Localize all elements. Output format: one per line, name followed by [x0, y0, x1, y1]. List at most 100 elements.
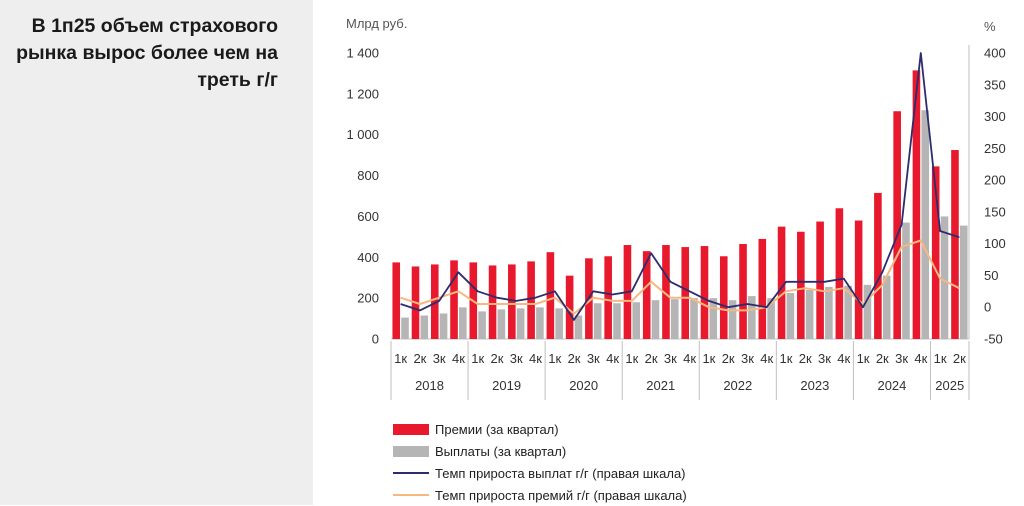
payout-bar — [940, 216, 949, 339]
right-y-tick-label: 0 — [984, 300, 991, 315]
premium-bar — [816, 221, 824, 339]
legend-line-swatch — [393, 494, 429, 496]
premium-bar — [874, 192, 882, 339]
payout-bar — [497, 309, 506, 339]
premium-bar — [758, 238, 767, 339]
premium-bar — [527, 261, 535, 339]
premium-bar — [642, 251, 651, 339]
quarter-label: 3к — [895, 351, 908, 366]
payout-bar — [825, 286, 833, 339]
legend-item: Выплаты (за квартал) — [393, 440, 1013, 462]
quarter-label: 4к — [529, 351, 542, 366]
premium-bar — [835, 208, 844, 339]
left-y-tick-label: 1 400 — [346, 46, 379, 61]
left-y-tick-label: 400 — [357, 250, 379, 265]
payout-bar — [516, 308, 525, 339]
quarter-label: 3к — [587, 351, 600, 366]
payout-bar — [401, 317, 409, 339]
right-axis-unit: % — [984, 19, 996, 34]
year-label: 2018 — [415, 378, 444, 393]
left-y-tick-label: 800 — [357, 168, 379, 183]
premium-bar — [912, 70, 921, 339]
legend-item: Темп прироста выплат г/г (правая шкала) — [393, 462, 1013, 484]
quarter-label: 2к — [876, 351, 889, 366]
legend-label: Темп прироста премий г/г (правая шкала) — [435, 487, 687, 503]
year-label: 2020 — [569, 378, 598, 393]
quarter-label: 4к — [760, 351, 773, 366]
right-y-tick-label: 50 — [984, 268, 998, 283]
headline-panel: В 1п25 объем страхового рынка вырос боле… — [0, 0, 313, 505]
legend-label: Темп прироста выплат г/г (правая шкала) — [435, 465, 686, 481]
payout-bar — [459, 307, 467, 339]
quarter-label: 3к — [818, 351, 831, 366]
premium-bar — [565, 275, 574, 339]
quarter-label: 3к — [510, 351, 523, 366]
payout-growth-line — [400, 52, 960, 321]
quarter-label: 4к — [837, 351, 850, 366]
payout-bar — [613, 303, 621, 339]
premium-bar — [681, 247, 690, 339]
quarter-label: 2к — [491, 351, 504, 366]
premium-bar — [450, 260, 458, 339]
payout-bar — [651, 300, 660, 339]
quarter-label: 4к — [683, 351, 696, 366]
quarter-label: 1к — [394, 351, 407, 366]
quarter-label: 1к — [934, 351, 947, 366]
left-y-tick-label: 1 000 — [346, 127, 379, 142]
headline: В 1п25 объем страхового рынка вырос боле… — [16, 15, 278, 91]
payout-bar — [593, 303, 602, 339]
right-y-tick-label: 400 — [984, 46, 1006, 61]
legend-label: Выплаты (за квартал) — [435, 443, 567, 459]
payout-bar — [959, 225, 968, 339]
quarter-label: 4к — [606, 351, 619, 366]
premium-bar — [931, 166, 940, 339]
right-y-tick-label: 350 — [984, 77, 1006, 92]
payout-bar — [728, 300, 737, 339]
quarter-label: 2к — [568, 351, 581, 366]
payout-bar — [902, 222, 910, 339]
premium-bar — [508, 264, 516, 339]
payout-bar — [786, 293, 795, 339]
left-y-tick-label: 600 — [357, 209, 379, 224]
left-y-tick-label: 0 — [372, 332, 379, 347]
premium-bar — [604, 256, 612, 339]
quarter-label: 1к — [780, 351, 793, 366]
legend-label: Премии (за квартал) — [435, 421, 559, 437]
quarter-label: 2к — [645, 351, 658, 366]
legend-item: Темп прироста премий г/г (правая шкала) — [393, 484, 1013, 506]
payout-bar — [805, 289, 814, 339]
premium-bar — [719, 256, 728, 339]
quarter-label: 2к — [413, 351, 426, 366]
payout-bar — [844, 285, 852, 339]
payout-bar — [748, 296, 756, 339]
left-axis-unit: Млрд руб. — [346, 16, 407, 31]
year-label: 2025 — [935, 378, 964, 393]
payout-bar — [439, 313, 448, 339]
payout-bar — [536, 307, 544, 339]
year-label: 2021 — [646, 378, 675, 393]
right-y-tick-label: 100 — [984, 236, 1006, 251]
quarter-label: 3к — [433, 351, 446, 366]
year-label: 2024 — [877, 378, 906, 393]
premium-bar — [488, 265, 497, 339]
right-y-tick-label: 300 — [984, 109, 1006, 124]
quarter-label: 2к — [799, 351, 812, 366]
year-label: 2023 — [800, 378, 829, 393]
payout-bar — [670, 299, 679, 339]
year-label: 2022 — [723, 378, 752, 393]
premium-bar — [739, 244, 747, 339]
payout-bar — [709, 298, 718, 339]
quarter-label: 3к — [664, 351, 677, 366]
right-y-tick-label: -50 — [984, 332, 1003, 347]
payout-bar — [767, 298, 775, 339]
quarter-label: 1к — [471, 351, 484, 366]
quarter-label: 3к — [741, 351, 754, 366]
premium-bar — [700, 246, 709, 339]
quarter-label: 1к — [625, 351, 638, 366]
right-y-tick-label: 150 — [984, 204, 1006, 219]
left-y-tick-label: 200 — [357, 291, 379, 306]
premium-bar — [662, 245, 670, 339]
premium-bar — [430, 264, 439, 339]
quarter-label: 2к — [953, 351, 966, 366]
chart: Млрд руб. % 0 200 400 600 800 1 000 1 200 1 400… — [346, 16, 1006, 400]
